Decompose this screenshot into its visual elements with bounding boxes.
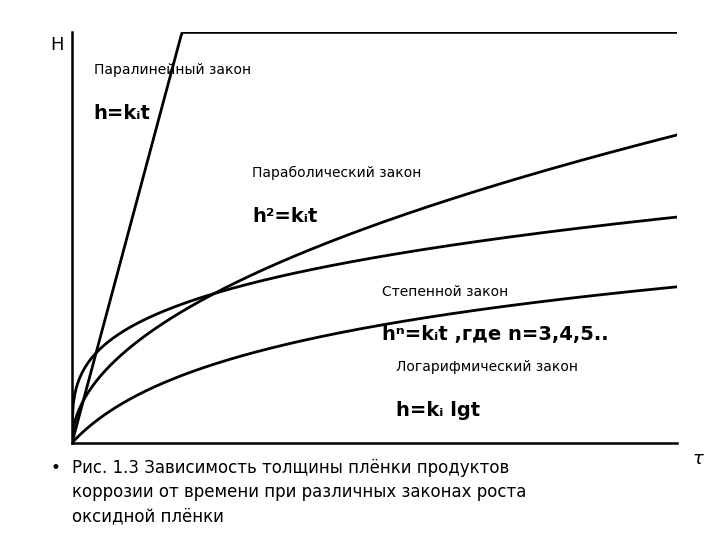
Text: оксидной плёнки: оксидной плёнки xyxy=(72,508,224,525)
Text: Параболический закон: Параболический закон xyxy=(252,166,421,180)
Text: Паралинейный закон: Паралинейный закон xyxy=(94,63,251,77)
Text: τ: τ xyxy=(693,450,703,468)
Text: h²=kᵢt: h²=kᵢt xyxy=(252,206,318,226)
Text: Логарифмический закон: Логарифмический закон xyxy=(396,360,578,374)
Text: Рис. 1.3 Зависимость толщины плёнки продуктов: Рис. 1.3 Зависимость толщины плёнки прод… xyxy=(72,459,509,477)
Text: Степенной закон: Степенной закон xyxy=(382,285,508,299)
Text: h=kᵢ lgt: h=kᵢ lgt xyxy=(396,401,480,420)
Text: коррозии от времени при различных законах роста: коррозии от времени при различных закона… xyxy=(72,483,526,501)
Text: h=kᵢt: h=kᵢt xyxy=(94,104,150,123)
Text: H: H xyxy=(50,36,63,53)
Text: hⁿ=kᵢt ,где n=3,4,5..: hⁿ=kᵢt ,где n=3,4,5.. xyxy=(382,325,608,345)
Text: •: • xyxy=(50,459,60,477)
